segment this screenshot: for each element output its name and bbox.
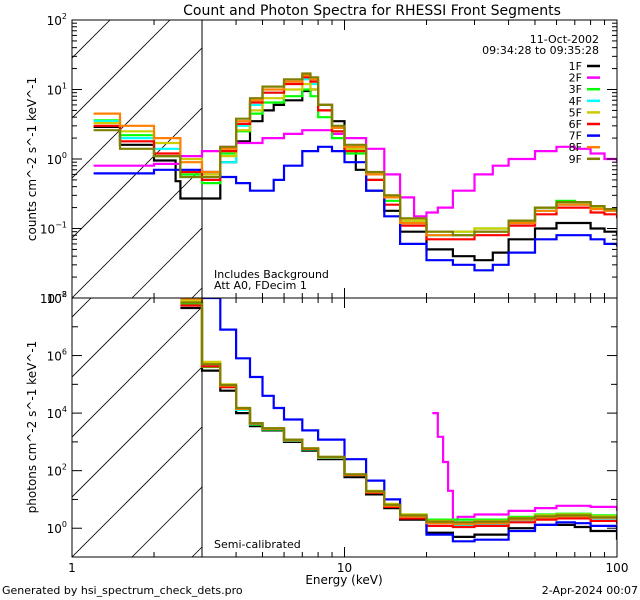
hatch-line bbox=[72, 298, 212, 438]
count-spectra-panel: 102 101 100 10−1 10−2 11-Oct-2002 09:34:28 t… bbox=[25, 12, 618, 306]
y-tick-label: 104 bbox=[47, 405, 67, 421]
bottom-y-axis-label: photons cm^-2 s^-1 keV^-1 bbox=[25, 341, 39, 514]
background-note: Includes Background bbox=[214, 268, 329, 281]
y-tick-label: 102 bbox=[47, 463, 67, 479]
x-axis-label: Energy (keV) bbox=[305, 573, 382, 587]
legend-label: 2F bbox=[569, 72, 582, 85]
hatch-line bbox=[72, 20, 171, 119]
series-9F bbox=[93, 72, 617, 237]
legend-label: 6F bbox=[569, 118, 582, 131]
semi-calibrated-note: Semi-calibrated bbox=[214, 538, 301, 551]
legend-label: 3F bbox=[569, 83, 582, 96]
x-tick-label: 1 bbox=[68, 561, 76, 575]
y-tick-label: 100 bbox=[47, 520, 67, 536]
top-y-axis-label: counts cm^-2 s^-1 keV^-1 bbox=[25, 77, 39, 241]
series-8F bbox=[93, 74, 617, 237]
y-tick-label: 100 bbox=[47, 151, 67, 167]
series-9F bbox=[180, 301, 617, 524]
photon-spectra-panel: 108 106 104 102 100 Semi-calibrated photons … bbox=[25, 290, 618, 558]
legend-label: 8F bbox=[569, 141, 582, 154]
y-tick-label: 106 bbox=[47, 348, 67, 364]
hatch-line bbox=[72, 298, 152, 378]
legend-label: 7F bbox=[569, 130, 582, 143]
y-tick-label: 102 bbox=[47, 12, 67, 28]
legend-label: 4F bbox=[569, 95, 582, 108]
chart-title: Count and Photon Spectra for RHESSI Fron… bbox=[183, 3, 561, 19]
generator-label: Generated by hsi_spectrum_check_dets.pro bbox=[2, 584, 243, 597]
y-tick-label: 101 bbox=[47, 82, 67, 98]
legend-label: 9F bbox=[569, 153, 582, 166]
x-tick-label: 10 bbox=[337, 561, 352, 575]
attenuator-note: Att A0, FDecim 1 bbox=[214, 279, 307, 292]
timestamp-label: 2-Apr-2024 00:07 bbox=[542, 584, 638, 597]
y-tick-label: 10−1 bbox=[40, 221, 67, 237]
series-2F bbox=[432, 412, 617, 521]
hatched-region bbox=[72, 20, 617, 298]
date-label: 11-Oct-2002 bbox=[530, 33, 599, 46]
series-7F bbox=[202, 298, 617, 543]
legend-label: 1F bbox=[569, 60, 582, 73]
hatch-line bbox=[72, 20, 231, 179]
unshaded-area bbox=[202, 20, 617, 298]
hatch-line bbox=[72, 298, 92, 318]
x-tick-label: 100 bbox=[606, 561, 629, 575]
y-tick-label: 108 bbox=[47, 290, 67, 306]
legend-label: 5F bbox=[569, 106, 582, 119]
series-6F bbox=[93, 76, 617, 241]
time-range-label: 09:34:28 to 09:35:28 bbox=[482, 44, 599, 57]
y-tick-label: 10−2 bbox=[40, 290, 67, 306]
